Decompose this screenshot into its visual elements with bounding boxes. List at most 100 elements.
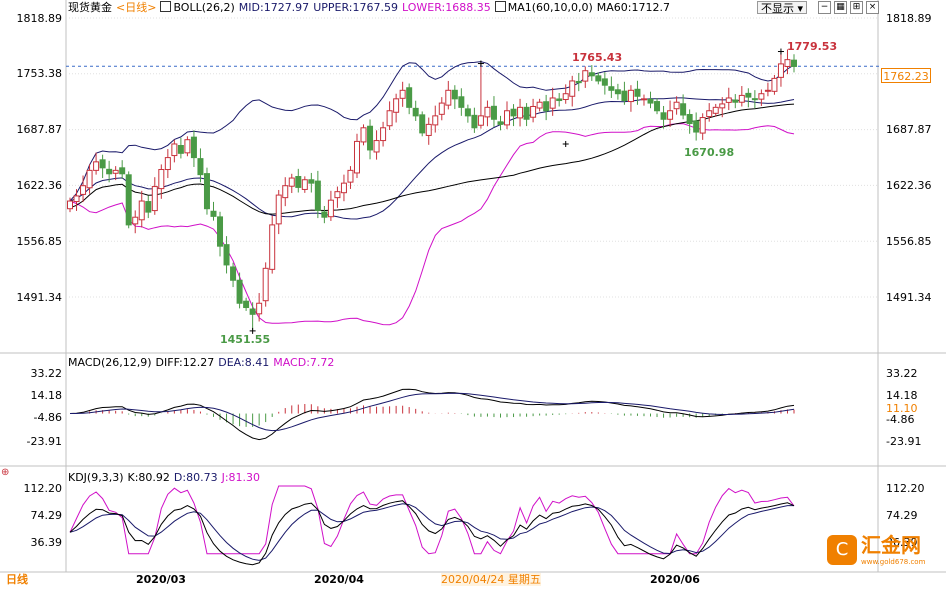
expand-icon[interactable]: ⊞ — [850, 1, 863, 14]
candle-body — [203, 173, 210, 210]
candle-body — [588, 72, 595, 77]
kdj-label-right: 112.20 — [886, 482, 925, 495]
candle-body — [177, 145, 184, 154]
price-label-left: 1556.85 — [16, 235, 63, 248]
candle-body — [210, 210, 217, 217]
candle-body — [484, 106, 491, 118]
kdj-k-line — [69, 500, 795, 566]
candle-body — [504, 110, 511, 126]
boll-upper-line — [69, 61, 795, 202]
candle-body — [556, 98, 563, 102]
candle-body — [301, 179, 308, 190]
candle-body — [751, 98, 758, 101]
candle-body — [249, 308, 256, 315]
candle-body — [784, 59, 791, 67]
kdj-j: J:81.30 — [221, 471, 261, 484]
candle-body — [314, 180, 321, 211]
candle-body — [99, 159, 106, 169]
logo: C 汇金网 www.gold678.com — [827, 533, 946, 568]
candle-body — [223, 244, 230, 266]
candle-body — [530, 105, 537, 118]
candle-body — [706, 110, 713, 118]
candle-body — [647, 98, 654, 104]
logo-url: www.gold678.com — [861, 558, 926, 566]
candle-body — [627, 89, 634, 103]
candle-body — [621, 90, 628, 102]
candle-body — [125, 174, 132, 226]
candle-body — [425, 123, 432, 136]
macd-label: MACD(26,12,9) — [68, 356, 152, 369]
price-label-left: 1753.38 — [16, 67, 63, 80]
price-label-left: 1622.36 — [16, 179, 63, 192]
ma60-value: MA60:1712.7 — [596, 1, 670, 14]
candle-body — [601, 78, 608, 86]
candle-body — [334, 191, 341, 199]
candle-body — [640, 98, 647, 101]
candle-body — [575, 80, 582, 84]
candle-body — [654, 101, 661, 112]
candle-body — [471, 114, 478, 129]
candle-body — [719, 103, 726, 109]
macd-current: 11.10 — [886, 402, 918, 415]
candle-body — [347, 169, 354, 183]
period-footer[interactable]: 日线 — [6, 573, 28, 586]
candle-body — [451, 89, 458, 100]
candle-body — [80, 185, 87, 195]
price-label-left: 1687.87 — [16, 123, 63, 136]
candle-body — [386, 110, 393, 127]
grid-icon[interactable]: ▦ — [834, 1, 847, 14]
candle-body — [745, 92, 752, 98]
candle-body — [595, 75, 602, 82]
close-icon[interactable]: × — [866, 1, 879, 14]
x-cursor-date: 2020/04/24 星期五 — [441, 573, 541, 586]
x-label: 2020/03 — [136, 573, 186, 586]
candle-body — [582, 70, 589, 82]
candle-body — [158, 169, 165, 190]
candle-body — [288, 177, 295, 187]
macd-dea: DEA:8.41 — [218, 356, 270, 369]
candle-body — [543, 101, 550, 112]
candle-body — [132, 216, 139, 225]
candle-body — [523, 106, 530, 120]
low2-annotation: 1670.98 — [684, 146, 735, 159]
macd-diff: DIFF:12.27 — [155, 356, 215, 369]
macd-value: MACD:7.72 — [273, 356, 335, 369]
candle-body — [275, 194, 282, 225]
candle-body — [791, 59, 797, 67]
candle-body — [510, 108, 517, 117]
candle-body — [490, 105, 497, 120]
hide-dropdown[interactable]: 不显示 ▾ — [757, 1, 808, 15]
minus-icon[interactable]: − — [818, 1, 831, 14]
kdj-label-left: 112.20 — [23, 482, 63, 495]
candle-body — [262, 267, 269, 302]
logo-icon: C — [827, 535, 857, 565]
kdj-label-left: 36.39 — [30, 536, 63, 549]
candle-body — [432, 115, 439, 126]
candle-body — [217, 216, 224, 247]
candle-body — [138, 200, 145, 221]
candle-body — [419, 114, 426, 134]
kdj-label-right: 74.29 — [886, 509, 918, 522]
candle-body — [151, 186, 158, 212]
candle-body — [308, 179, 315, 184]
period-label[interactable]: <日线> — [116, 1, 157, 14]
candle-body — [112, 169, 119, 174]
candle-body — [106, 168, 113, 175]
hide-label: 不显示 — [761, 2, 794, 15]
candle-body — [764, 89, 771, 92]
macd-header: MACD(26,12,9) DIFF:12.27 DEA:8.41 MACD:7.72 — [68, 356, 338, 370]
candle-body — [360, 127, 367, 143]
crosshair-icon[interactable]: ⊕ — [1, 467, 10, 478]
boll-mid: MID:1727.97 — [238, 1, 310, 14]
candle-body — [197, 158, 204, 176]
candle-body — [477, 115, 484, 126]
candle-body — [353, 140, 360, 174]
boll-header: 现货黄金 <日线> BOLL(26,2) MID:1727.97 UPPER:1767.… — [68, 1, 674, 15]
x-label: 2020/04 — [314, 573, 364, 586]
candle-body — [699, 117, 706, 134]
chevron-down-icon: ▾ — [797, 2, 804, 15]
candle-body — [399, 89, 406, 99]
candle-body — [712, 106, 719, 114]
candle-body — [458, 96, 465, 108]
